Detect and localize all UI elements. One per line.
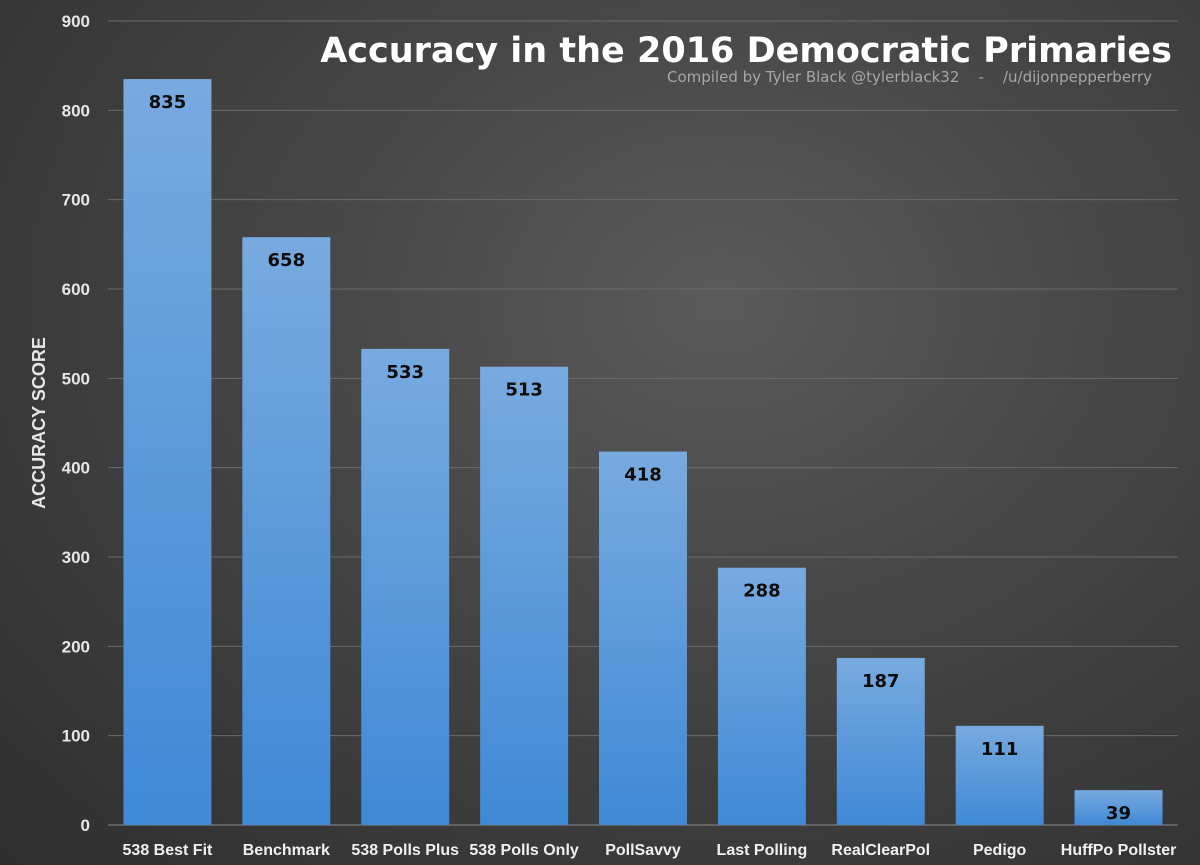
- bar: [361, 348, 450, 825]
- y-tick-label: 400: [62, 459, 90, 478]
- bar-data-label: 111: [981, 739, 1019, 760]
- x-tick-label: 538 Best Fit: [123, 842, 213, 859]
- x-axis-ticks: 538 Best Fit Benchmark 538 Polls Plus 538 P…: [123, 842, 1177, 859]
- bar-data-label: 533: [386, 362, 424, 383]
- x-tick-label: Last Polling: [717, 842, 808, 859]
- y-tick-label: 800: [62, 101, 90, 120]
- y-axis-label: ACCURACY SCORE: [29, 337, 49, 509]
- bar-data-label: 658: [268, 250, 306, 271]
- x-tick-label: PollSavvy: [605, 842, 681, 859]
- chart-title: Accuracy in the 2016 Democratic Primarie…: [320, 31, 1172, 71]
- y-tick-label: 0: [81, 816, 90, 835]
- y-tick-label: 500: [62, 369, 90, 388]
- bars: 835 658 533 513 418 288 187 111 39: [123, 79, 1163, 826]
- bar: [836, 657, 925, 825]
- y-tick-label: 700: [62, 191, 90, 210]
- y-tick-label: 100: [62, 727, 90, 746]
- bar: [1074, 790, 1163, 825]
- bar-data-label: 39: [1106, 803, 1131, 824]
- x-tick-label: 538 Polls Only: [469, 842, 578, 859]
- bar: [242, 237, 331, 826]
- x-tick-label: RealClearPol: [831, 842, 930, 859]
- bar-data-label: 835: [149, 92, 187, 113]
- y-tick-label: 300: [62, 548, 90, 567]
- chart-subtitle: Compiled by Tyler Black @tylerblack32 - …: [667, 68, 1152, 86]
- y-tick-label: 900: [62, 12, 90, 31]
- bar-data-label: 513: [505, 380, 543, 401]
- y-tick-label: 200: [62, 637, 90, 656]
- bar: [717, 567, 806, 825]
- x-tick-label: 538 Polls Plus: [351, 842, 459, 859]
- x-tick-label: HuffPo Pollster: [1061, 842, 1177, 859]
- bar: [123, 79, 212, 826]
- y-tick-label: 600: [62, 280, 90, 299]
- bar: [480, 366, 569, 825]
- bar-data-label: 187: [862, 671, 900, 692]
- bar: [599, 451, 687, 825]
- bar-data-label: 418: [624, 465, 662, 486]
- y-axis-ticks: 0 100 200 300 400 500 600 700 800 900: [62, 12, 90, 835]
- x-tick-label: Pedigo: [973, 842, 1027, 859]
- bar: [955, 725, 1044, 825]
- bar-data-label: 288: [743, 581, 781, 602]
- x-tick-label: Benchmark: [243, 842, 330, 859]
